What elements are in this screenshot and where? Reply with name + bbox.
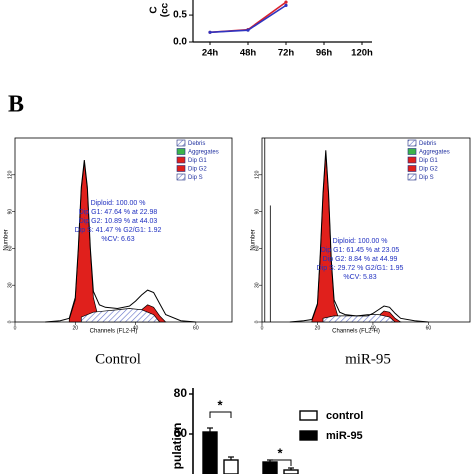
legend-swatch: [407, 139, 417, 147]
x-tick-label: 48h: [240, 48, 257, 59]
x-tick-label: 24h: [202, 48, 219, 59]
data-point: [246, 28, 250, 32]
legend-swatch: [176, 156, 186, 164]
stats-text: Diploid: 100.00 %: [91, 200, 146, 207]
legend-label: miR-95: [326, 430, 363, 442]
legend-label: Dip S: [419, 175, 434, 181]
histogram-envelope: [45, 160, 196, 323]
y-tick-label: 30: [254, 282, 260, 288]
significance-bracket: [269, 459, 292, 466]
stats-text: %CV: 6.63: [101, 236, 134, 243]
fit-area: [68, 162, 100, 323]
y-axis-label: Number: [251, 229, 257, 250]
bar: [202, 431, 218, 474]
stats-text: Dip G2: 10.89 % at 44.03: [79, 218, 158, 225]
annotation: *: [277, 445, 283, 460]
panel-label: B: [8, 92, 24, 118]
x-tick-label: 20: [72, 325, 78, 331]
fit-area: [80, 308, 161, 323]
x-tick-label: 0: [261, 325, 264, 331]
legend-label: Dip G2: [188, 167, 207, 173]
annotation: *: [217, 397, 223, 412]
fit-area: [322, 314, 397, 323]
y-tick-label: 0: [254, 320, 260, 323]
y-tick-label: 120: [7, 170, 13, 179]
x-tick-label: 60: [193, 325, 199, 331]
x-tick-label: 120h: [351, 48, 373, 59]
legend-swatch: [176, 148, 186, 155]
x-tick-label: 96h: [316, 48, 333, 59]
legend-label: Dip G1: [188, 158, 207, 164]
x-tick-label: 40: [370, 325, 376, 331]
y-tick-label: 120: [254, 170, 260, 179]
legend-label: Aggregates: [188, 150, 219, 156]
data-point: [208, 30, 212, 34]
stats-text: Dip S: 41.47 % G2/G1: 1.92: [75, 227, 162, 234]
legend-swatch: [407, 156, 417, 164]
legend-swatch: [176, 165, 186, 172]
legend-swatch: [299, 410, 318, 421]
legend-label: Debris: [419, 141, 436, 147]
legend-swatch: [176, 173, 186, 181]
stats-text: Dip S: 29.72 % G2/G1: 1.95: [317, 265, 404, 272]
stats-text: Dip G2: 8.84 % at 44.99: [323, 256, 398, 263]
significance-bracket: [209, 411, 232, 418]
y-axis-label: C: [149, 6, 160, 13]
stats-text: Diploid: 100.00 %: [333, 238, 388, 245]
panel-caption: miR-95: [345, 351, 391, 367]
legend-swatch: [407, 173, 417, 181]
x-tick-label: 0: [14, 325, 17, 331]
legend-label: Dip S: [188, 175, 203, 181]
legend-swatch: [299, 430, 318, 441]
y-axis-label: Number: [4, 229, 10, 250]
legend-swatch: [176, 139, 186, 147]
y-axis-label: (cc: [160, 2, 171, 17]
legend-label: Dip G1: [419, 158, 438, 164]
y-tick-label: 90: [254, 209, 260, 215]
y-tick-label: 90: [7, 209, 13, 215]
x-tick-label: 20: [315, 325, 321, 331]
x-tick-label: 72h: [278, 48, 295, 59]
stats-text: Dip G1: 47.64 % at 22.98: [79, 209, 158, 216]
x-axis-label: Channels (FL2-H): [332, 329, 380, 335]
legend-label: Debris: [188, 141, 205, 147]
stats-text: Dip G1: 61.45 % at 23.05: [321, 247, 400, 254]
legend-label: Aggregates: [419, 150, 450, 156]
legend-label: Dip G2: [419, 167, 438, 173]
data-line: [209, 1, 287, 34]
legend-swatch: [407, 165, 417, 172]
y-axis-label: pulation: [170, 423, 184, 470]
stats-text: %CV: 5.83: [343, 274, 376, 281]
panel-caption: Control: [95, 351, 141, 367]
data-point: [284, 3, 288, 7]
y-tick-label: 30: [7, 282, 13, 288]
x-tick-label: 60: [426, 325, 432, 331]
y-tick-label: 0.5: [173, 10, 187, 21]
y-tick-label: 60: [7, 245, 13, 251]
y-tick-label: 80: [174, 386, 188, 400]
y-tick-label: 60: [254, 245, 260, 251]
histogram-envelope: [289, 150, 429, 323]
y-tick-label: 0.0: [173, 37, 187, 48]
x-tick-label: 40: [133, 325, 139, 331]
legend-label: control: [326, 410, 363, 422]
y-tick-label: 0: [7, 320, 13, 323]
legend-swatch: [407, 148, 417, 155]
x-axis-label: Channels (FL2-H): [90, 329, 138, 335]
data-point: [284, 0, 288, 4]
plot-frame: [261, 137, 471, 323]
bar: [223, 459, 239, 474]
y-tick-label: 60: [174, 426, 188, 440]
bar: [283, 469, 299, 474]
